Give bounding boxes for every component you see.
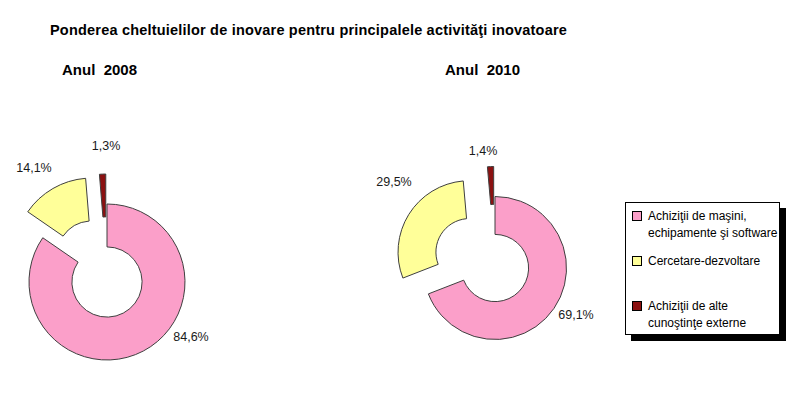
legend-label-line: Cercetare-dezvoltare bbox=[648, 254, 760, 268]
chart-subtitle-2008: Anul 2008 bbox=[62, 61, 137, 78]
legend-swatch-darkred bbox=[632, 301, 642, 311]
chart-subtitle-2010: Anul 2010 bbox=[445, 61, 520, 78]
slice-label-2010-external: 1,4% bbox=[469, 144, 498, 158]
slice-label-2010-research: 29,5% bbox=[376, 175, 411, 189]
donut-2010-slice-1 bbox=[398, 181, 467, 278]
chart-legend: Achiziţii de maşini, echipamente şi soft… bbox=[625, 202, 780, 335]
slice-label-2010-machines: 69,1% bbox=[558, 308, 593, 322]
legend-label: Cercetare-dezvoltare bbox=[648, 253, 760, 270]
legend-label-line: echipamente şi software bbox=[648, 226, 777, 240]
chart-canvas: Ponderea cheltuielilor de inovare pentru… bbox=[0, 0, 800, 400]
legend-item-external: Achiziţii de alte cunoştinţe externe bbox=[631, 298, 775, 332]
slice-label-2008-research: 14,1% bbox=[16, 161, 51, 175]
legend-item-research: Cercetare-dezvoltare bbox=[631, 253, 775, 270]
donut-charts-svg bbox=[0, 0, 800, 400]
legend-label: Achiziţii de maşini, echipamente şi soft… bbox=[648, 208, 777, 242]
legend-label-line: Achiziţii de maşini, bbox=[648, 209, 747, 223]
legend-label-line: Achiziţii de alte bbox=[648, 299, 728, 313]
legend-swatch-pink bbox=[632, 211, 642, 221]
donut-2008-slice-2 bbox=[99, 174, 105, 217]
donut-2008-slice-1 bbox=[28, 178, 89, 236]
slice-label-2008-external: 1,3% bbox=[92, 139, 121, 153]
donut-2010-slice-2 bbox=[487, 167, 493, 205]
legend-label: Achiziţii de alte cunoştinţe externe bbox=[648, 298, 746, 332]
legend-item-machines: Achiziţii de maşini, echipamente şi soft… bbox=[631, 208, 775, 242]
slice-label-2008-machines: 84,6% bbox=[173, 330, 208, 344]
legend-label-line: cunoştinţe externe bbox=[648, 316, 746, 330]
page-title: Ponderea cheltuielilor de inovare pentru… bbox=[50, 22, 567, 38]
legend-swatch-yellow bbox=[632, 256, 642, 266]
